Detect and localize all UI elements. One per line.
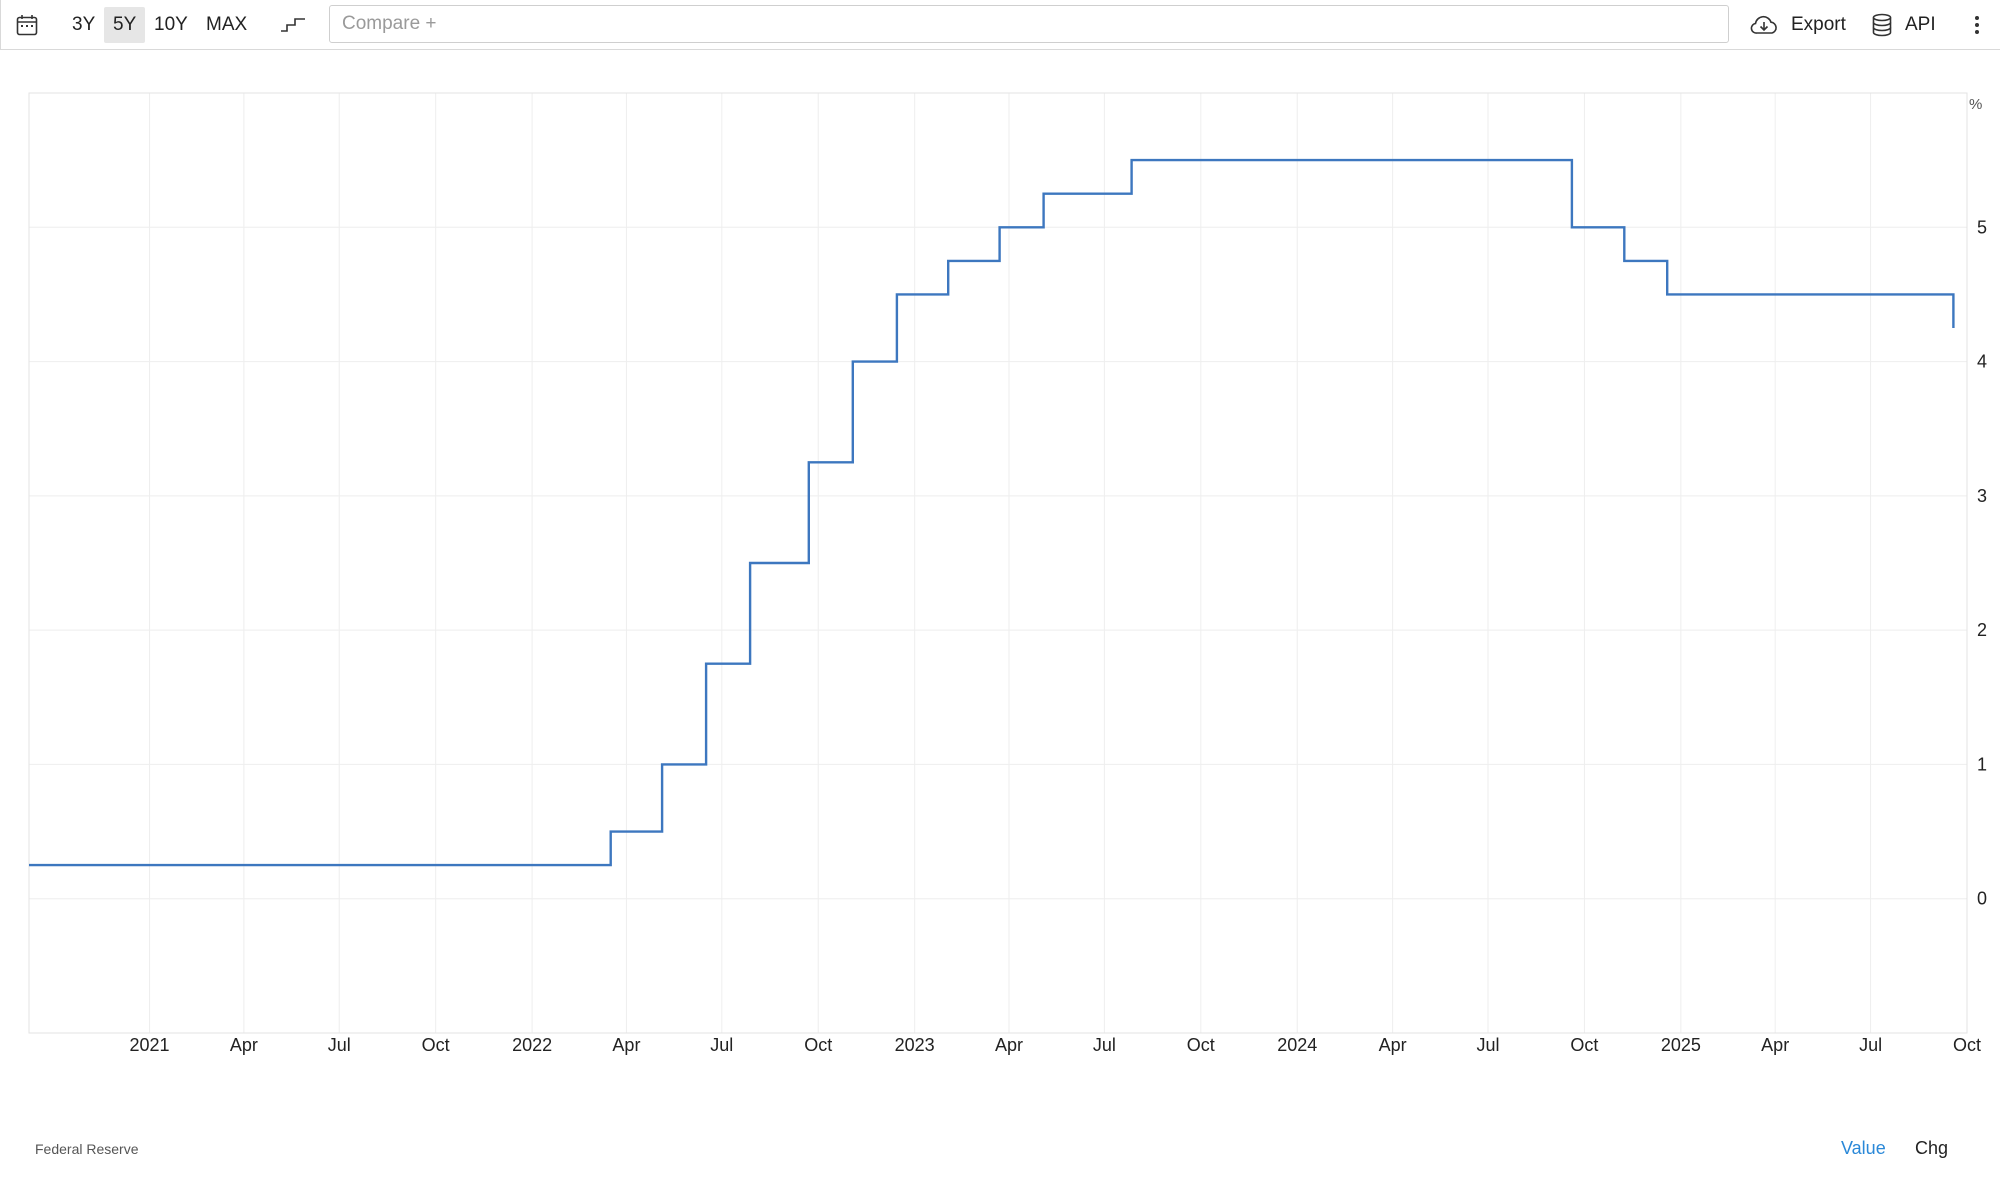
y-unit-label: % bbox=[1969, 96, 1982, 113]
chg-toggle[interactable]: Chg bbox=[1915, 1138, 1949, 1158]
plot-frame bbox=[28, 92, 1968, 1034]
range-max-button[interactable]: MAX bbox=[206, 14, 248, 35]
export-label: Export bbox=[1791, 14, 1846, 35]
x-axis: 2021 Apr Jul Oct 2022 Apr Jul Oct 2023 Apr Jul Oct 2… bbox=[130, 1035, 1981, 1055]
y-tick-label: 1 bbox=[1977, 754, 1987, 774]
step-line-icon[interactable] bbox=[277, 0, 309, 50]
export-button[interactable]: Export bbox=[1749, 0, 1846, 50]
x-tick-label: Oct bbox=[1570, 1035, 1598, 1055]
x-tick-label: Jul bbox=[1476, 1035, 1499, 1055]
x-tick-label: Oct bbox=[1953, 1035, 1981, 1055]
grid bbox=[29, 93, 1968, 1033]
x-tick-label: Apr bbox=[230, 1035, 258, 1055]
compare-input[interactable] bbox=[329, 5, 1729, 43]
y-tick-label: 2 bbox=[1977, 620, 1987, 640]
y-tick-label: 5 bbox=[1977, 217, 1987, 237]
x-tick-label: Apr bbox=[1761, 1035, 1789, 1055]
y-tick-label: 0 bbox=[1977, 889, 1987, 909]
x-tick-label: Apr bbox=[1379, 1035, 1407, 1055]
x-tick-label: 2021 bbox=[130, 1035, 170, 1055]
x-tick-label: Apr bbox=[612, 1035, 640, 1055]
cloud-download-icon bbox=[1749, 14, 1779, 36]
x-tick-label: Oct bbox=[422, 1035, 450, 1055]
chart-toolbar: 3Y 5Y 10Y MAX Export API bbox=[0, 0, 2000, 50]
x-tick-label: 2022 bbox=[512, 1035, 552, 1055]
range-10y-button[interactable]: 10Y bbox=[154, 14, 188, 35]
interest-rate-chart: % 0 1 2 3 4 5 2021 Apr Jul Oct 2022 Apr Jul Oct 2023 A… bbox=[28, 92, 1987, 1055]
range-3y-button[interactable]: 3Y bbox=[72, 14, 96, 35]
x-tick-label: Apr bbox=[995, 1035, 1023, 1055]
range-5y-button[interactable]: 5Y bbox=[104, 7, 146, 43]
x-tick-label: Jul bbox=[710, 1035, 733, 1055]
calendar-icon[interactable] bbox=[11, 0, 43, 50]
source-label: Federal Reserve bbox=[35, 1141, 139, 1157]
api-label: API bbox=[1905, 14, 1936, 35]
x-tick-label: Jul bbox=[1093, 1035, 1116, 1055]
x-tick-label: Jul bbox=[1859, 1035, 1882, 1055]
y-tick-label: 4 bbox=[1977, 352, 1987, 372]
x-tick-label: 2023 bbox=[895, 1035, 935, 1055]
series-line bbox=[29, 158, 1955, 867]
database-icon bbox=[1871, 13, 1893, 37]
x-tick-label: Oct bbox=[804, 1035, 832, 1055]
x-tick-label: Jul bbox=[328, 1035, 351, 1055]
y-axis: 0 1 2 3 4 5 bbox=[1977, 217, 1987, 908]
x-tick-label: 2024 bbox=[1277, 1035, 1317, 1055]
x-tick-label: Oct bbox=[1187, 1035, 1215, 1055]
api-button[interactable]: API bbox=[1871, 0, 1936, 50]
y-tick-label: 3 bbox=[1977, 486, 1987, 506]
x-tick-label: 2025 bbox=[1661, 1035, 1701, 1055]
value-toggle[interactable]: Value bbox=[1841, 1138, 1886, 1158]
more-vertical-icon[interactable] bbox=[1965, 0, 1989, 50]
